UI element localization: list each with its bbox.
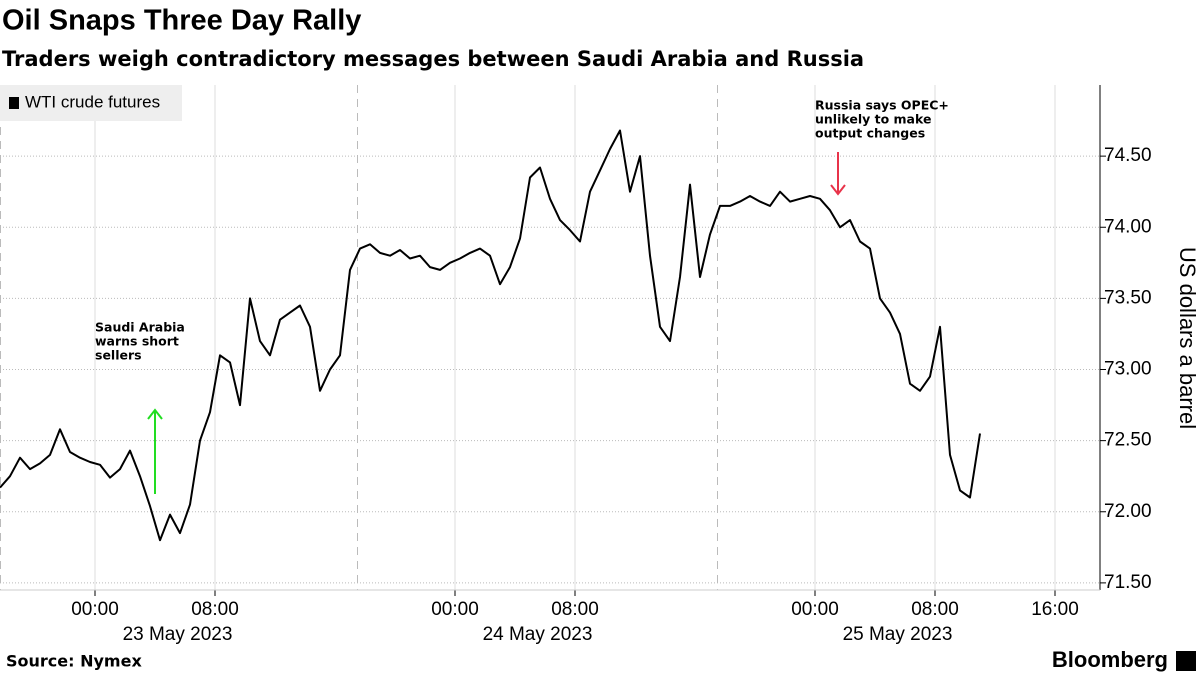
- source: Source: Nymex: [6, 652, 142, 671]
- chart-title: Oil Snaps Three Day Rally: [2, 5, 361, 37]
- legend-swatch: [9, 97, 19, 109]
- annotation-text: Saudi Arabia: [95, 320, 185, 335]
- x-tick-label: 16:00: [1031, 599, 1079, 620]
- chart-subtitle: Traders weigh contradictory messages bet…: [2, 47, 864, 71]
- y-tick-label: 73.50: [1104, 287, 1152, 308]
- y-tick-label: 72.00: [1104, 501, 1152, 522]
- annotation-text: output changes: [815, 126, 925, 141]
- x-tick-label: 00:00: [71, 599, 119, 620]
- y-tick-label: 71.50: [1104, 572, 1152, 593]
- annotation-text: unlikely to make: [815, 112, 931, 127]
- y-tick-label: 74.50: [1104, 145, 1152, 166]
- x-tick-label: 00:00: [431, 599, 479, 620]
- x-tick-label: 08:00: [191, 599, 239, 620]
- x-tick-label: 00:00: [791, 599, 839, 620]
- x-tick-label: 08:00: [911, 599, 959, 620]
- y-tick-label: 73.00: [1104, 359, 1152, 380]
- brand: Bloomberg: [1052, 647, 1168, 672]
- date-label: 24 May 2023: [483, 624, 593, 645]
- date-label: 23 May 2023: [123, 624, 233, 645]
- annotation-text: warns short: [95, 334, 179, 349]
- y-tick-label: 74.00: [1104, 216, 1152, 237]
- y-axis-label: US dollars a barrel: [1175, 247, 1200, 429]
- annotation-arrowhead: [147, 408, 163, 420]
- brand-icon: [1176, 651, 1196, 671]
- annotation-arrowhead: [830, 184, 846, 196]
- date-label: 25 May 2023: [843, 624, 953, 645]
- annotation-text: Russia says OPEC+: [815, 98, 949, 113]
- legend-label: WTI crude futures: [25, 92, 160, 111]
- x-tick-label: 08:00: [551, 599, 599, 620]
- annotation-text: sellers: [95, 348, 142, 363]
- y-tick-label: 72.50: [1104, 430, 1152, 451]
- price-line: [0, 129, 981, 542]
- legend-box: [0, 85, 182, 121]
